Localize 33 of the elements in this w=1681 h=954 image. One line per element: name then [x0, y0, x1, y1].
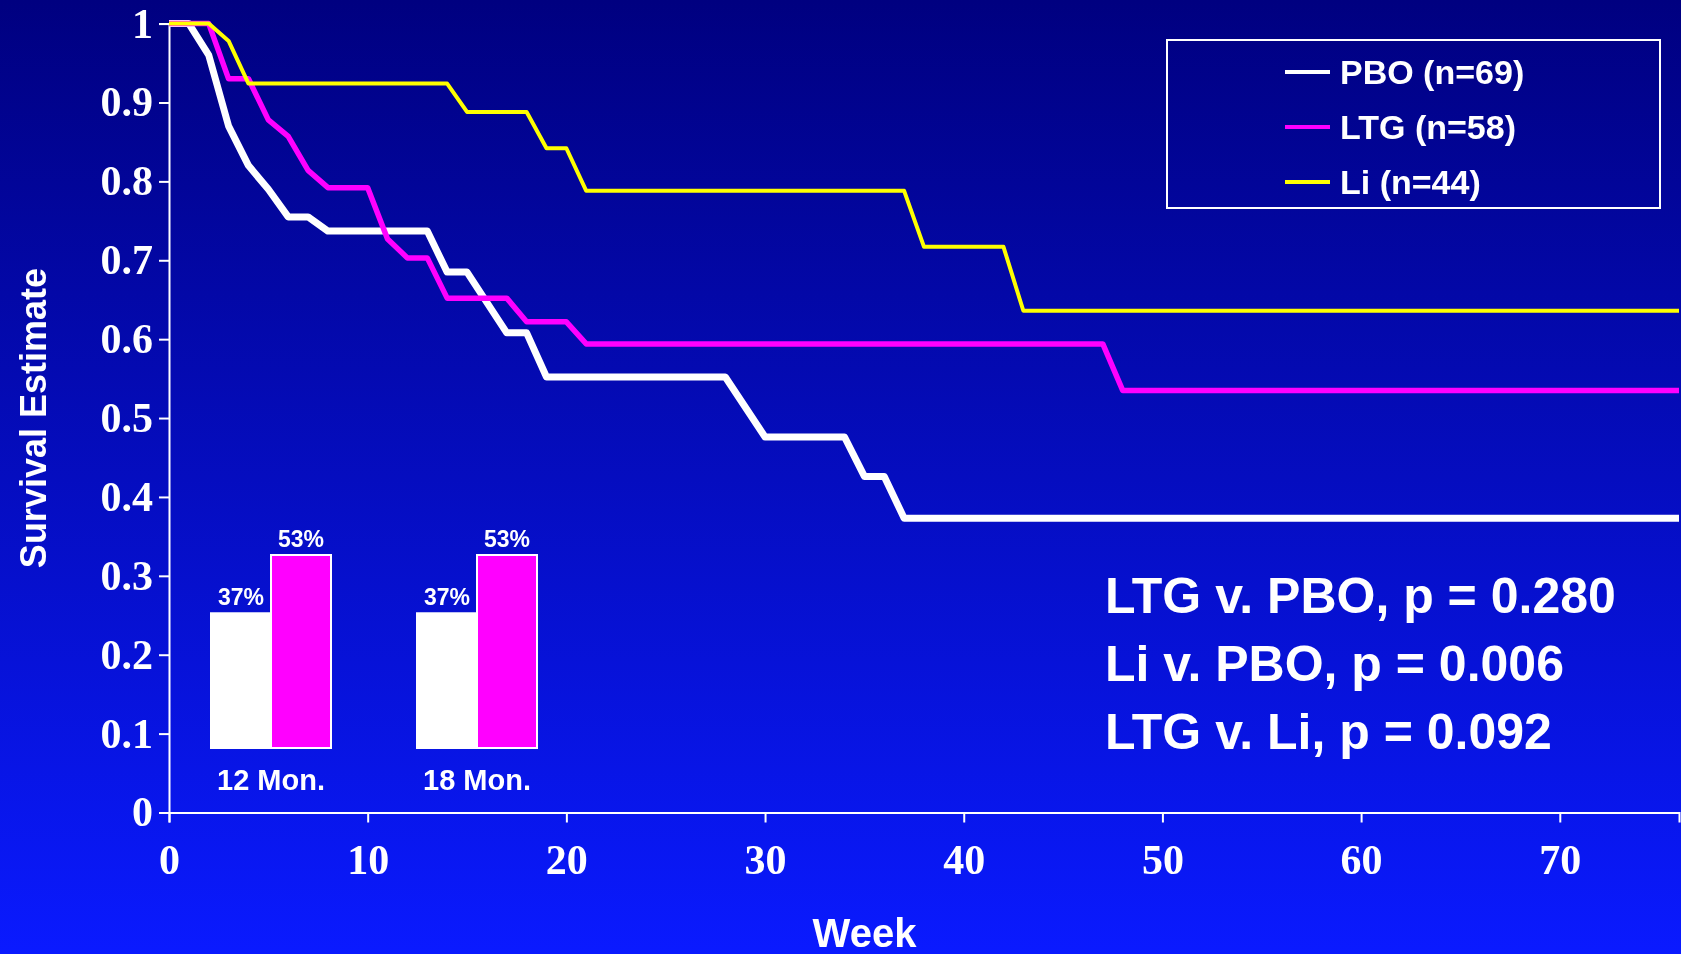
annotation: LTG v. PBO, p = 0.280: [1105, 568, 1616, 624]
legend-label: Li (n=44): [1340, 163, 1481, 201]
y-tick-label: 0.9: [100, 79, 153, 126]
x-tick-label: 10: [347, 837, 390, 884]
x-tick-label: 30: [744, 837, 787, 884]
x-axis-title: 12 Mon.: [217, 764, 325, 796]
data-label: 53%: [277, 526, 325, 552]
y-tick-label: 0.2: [100, 631, 153, 678]
legend-label: PBO (n=69): [1340, 53, 1525, 91]
y-tick-label: 0.3: [100, 552, 153, 599]
y-tick-label: 0: [132, 789, 153, 836]
y-axis-title: Survival Estimate: [13, 267, 54, 569]
y-tick-label: 0.8: [100, 158, 153, 205]
y-tick-label: 0.4: [100, 473, 153, 520]
x-tick-label: 50: [1141, 837, 1184, 884]
y-tick-label: 1: [132, 0, 153, 47]
legend-label: LTG (n=58): [1340, 108, 1516, 146]
y-tick-label: 0.6: [100, 316, 153, 363]
x-tick-label: 20: [545, 837, 588, 884]
annotation: Li v. PBO, p = 0.006: [1105, 636, 1564, 692]
data-label: 37%: [217, 584, 265, 611]
y-tick-label: 0.5: [100, 394, 153, 441]
x-axis-title: 18 Mon.: [423, 764, 531, 796]
annotation: LTG v. Li, p = 0.092: [1105, 704, 1552, 760]
data-label: 37%: [423, 584, 471, 611]
y-tick-label: 0.1: [100, 710, 153, 757]
x-axis-title: Week: [812, 911, 918, 954]
x-tick-label: 70: [1539, 837, 1582, 884]
x-tick-label: 40: [943, 837, 986, 884]
line-series: [167, 21, 1681, 313]
y-tick-label: 0.7: [100, 237, 153, 284]
x-tick-label: 60: [1340, 837, 1383, 884]
data-label: 53%: [483, 526, 531, 552]
